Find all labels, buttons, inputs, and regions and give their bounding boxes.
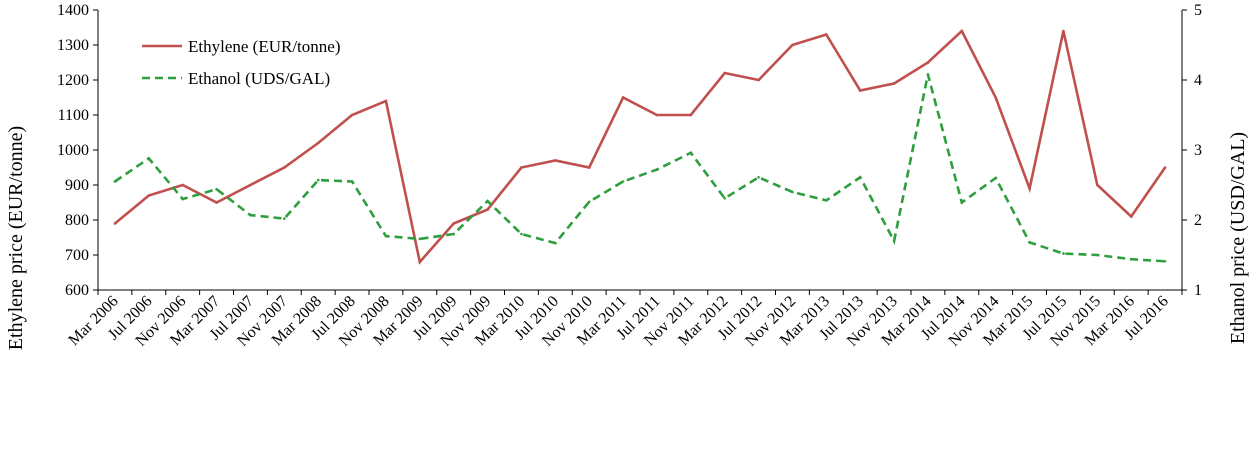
data-point-ethylene	[113, 222, 117, 225]
data-point-ethanol	[215, 187, 218, 191]
data-point-ethanol	[1129, 257, 1133, 261]
y-tick-label-left: 1400	[57, 2, 89, 19]
data-point-ethylene	[384, 99, 388, 103]
data-point-ethylene	[960, 29, 964, 33]
data-point-ethylene	[215, 201, 218, 204]
data-point-ethylene	[486, 208, 489, 211]
data-point-ethanol	[384, 234, 388, 238]
data-point-ethylene	[926, 61, 930, 64]
legend-label-ethylene: Ethylene (EUR/tonne)	[188, 37, 341, 56]
data-point-ethylene	[418, 260, 422, 264]
data-point-ethanol	[113, 180, 117, 183]
data-point-ethanol	[554, 241, 557, 245]
y-tick-label-left: 1200	[57, 72, 89, 89]
data-point-ethanol	[283, 217, 286, 220]
y-tick-label-left: 600	[65, 282, 89, 299]
data-point-ethanol	[723, 197, 726, 200]
data-point-ethylene	[1096, 183, 1099, 187]
y-tick-label-right: 4	[1194, 72, 1202, 89]
data-point-ethylene	[689, 113, 693, 117]
legend: Ethylene (EUR/tonne) Ethanol (UDS/GAL)	[142, 37, 341, 88]
data-point-ethylene	[892, 82, 896, 85]
data-point-ethanol	[825, 199, 828, 202]
data-point-ethylene	[723, 71, 726, 75]
data-point-ethanol	[926, 73, 930, 76]
data-point-ethanol	[621, 180, 625, 183]
data-point-ethylene	[283, 166, 286, 169]
data-point-ethylene	[249, 183, 252, 187]
data-point-ethylene	[350, 113, 354, 117]
data-point-ethylene	[1129, 215, 1133, 218]
data-point-ethanol	[1096, 253, 1099, 257]
data-point-ethylene	[520, 166, 523, 169]
data-point-ethanol	[350, 180, 354, 183]
data-point-ethylene	[587, 166, 591, 169]
y-tick-label-right: 1	[1194, 282, 1202, 299]
data-point-ethylene	[554, 159, 557, 162]
y-axis-title-left: Ethylene price (EUR/tonne)	[5, 126, 27, 350]
data-point-ethylene	[757, 78, 760, 82]
y-tick-label-left: 800	[65, 212, 89, 229]
data-point-ethanol	[520, 232, 523, 236]
data-point-ethylene	[655, 113, 659, 117]
data-point-ethylene	[791, 43, 794, 47]
y-tick-label-right: 2	[1194, 212, 1202, 229]
data-point-ethanol	[757, 176, 760, 179]
data-point-ethanol	[1062, 252, 1065, 255]
y-tick-label-right: 5	[1194, 2, 1202, 19]
data-point-ethanol	[181, 197, 184, 201]
data-point-ethanol	[418, 237, 422, 241]
data-point-ethanol	[960, 201, 964, 204]
data-point-ethanol	[892, 239, 896, 243]
data-point-ethanol	[587, 200, 591, 204]
data-point-ethanol	[147, 157, 151, 160]
data-point-ethylene	[1028, 187, 1031, 190]
data-point-ethylene	[994, 96, 997, 99]
data-point-ethanol	[1163, 260, 1167, 263]
data-point-ethanol	[249, 213, 252, 217]
series-line-ethanol	[114, 74, 1166, 263]
data-point-ethylene	[858, 89, 862, 92]
y-tick-label-left: 900	[65, 177, 89, 194]
legend-label-ethanol: Ethanol (UDS/GAL)	[188, 69, 330, 88]
data-point-ethylene	[147, 194, 151, 197]
data-point-ethylene	[1163, 166, 1167, 169]
series-line-ethylene	[114, 28, 1167, 265]
series-layer	[113, 28, 1167, 265]
data-point-ethanol	[858, 176, 862, 179]
y-tick-label-left: 1300	[57, 37, 89, 54]
y-tick-label-right: 3	[1194, 142, 1202, 159]
data-point-ethanol	[791, 190, 794, 194]
data-point-ethanol	[689, 151, 693, 155]
data-point-ethanol	[316, 178, 320, 182]
y-tick-label-left: 700	[65, 247, 89, 264]
data-point-ethylene	[316, 141, 320, 145]
data-point-ethanol	[486, 199, 489, 203]
data-point-ethanol	[655, 168, 659, 171]
data-point-ethanol	[452, 232, 455, 236]
data-point-ethylene	[452, 222, 455, 225]
data-point-ethanol	[994, 176, 997, 180]
y-tick-label-left: 1100	[58, 107, 89, 124]
data-point-ethylene	[181, 183, 184, 187]
data-point-ethanol	[1028, 241, 1031, 244]
data-point-ethylene	[621, 96, 625, 99]
y-axis-title-right: Ethanol price (USD/GAL)	[1227, 132, 1249, 344]
data-point-ethylene	[825, 33, 828, 36]
y-tick-label-left: 1000	[57, 142, 89, 159]
data-point-ethylene	[1062, 29, 1065, 33]
